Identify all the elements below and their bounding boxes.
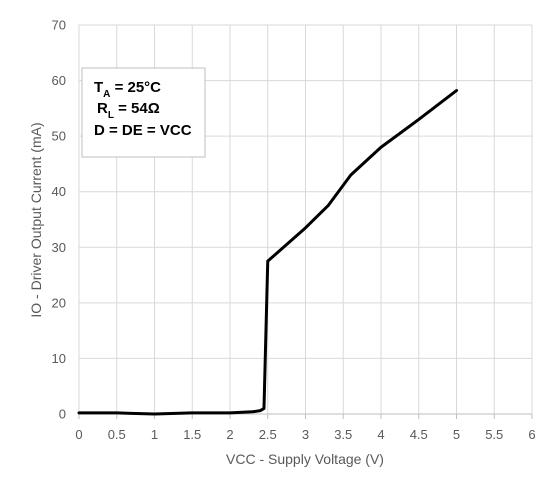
x-tick-label: 1.5 (183, 427, 201, 442)
data-point (259, 410, 261, 412)
data-point (191, 412, 193, 414)
data-point (380, 146, 382, 148)
data-point (116, 412, 118, 414)
annotation-box: TA = 25°C RL = 54Ω D = DE = VCC (81, 67, 206, 158)
annotation-frame (81, 67, 206, 158)
x-axis-title: VCC - Supply Voltage (V) (226, 451, 384, 467)
data-point (327, 205, 329, 207)
annotation-temperature: TA = 25°C (94, 79, 161, 100)
y-tick-label: 60 (52, 73, 66, 88)
x-tick-label: 4 (377, 427, 384, 442)
y-tick-label: 70 (52, 18, 66, 33)
x-tick-label: 5 (453, 427, 460, 442)
data-point (229, 412, 231, 414)
data-point (78, 412, 80, 414)
annotation-load-resistance: RL = 54Ω (97, 100, 160, 121)
x-tick-label: 6 (528, 427, 535, 442)
x-tick-label: 1 (151, 427, 158, 442)
x-tick-label: 5.5 (485, 427, 503, 442)
data-point (263, 407, 265, 409)
data-point (154, 413, 155, 415)
y-tick-label: 0 (59, 407, 66, 422)
data-point (305, 227, 306, 229)
data-point (267, 260, 269, 262)
x-tick-label: 3 (302, 427, 309, 442)
y-tick-label: 40 (52, 184, 66, 199)
y-axis-title: IO - Driver Output Current (mA) (28, 122, 44, 317)
data-point (252, 411, 254, 413)
y-tick-label: 50 (52, 129, 66, 144)
y-tick-label: 30 (52, 240, 66, 255)
series-layer (77, 89, 458, 416)
x-tick-label: 3.5 (334, 427, 352, 442)
x-tick-label: 0.5 (108, 427, 126, 442)
x-tick-label: 0 (75, 427, 82, 442)
y-tick-label: 20 (52, 295, 66, 310)
x-tick-label: 2 (226, 427, 233, 442)
data-point (350, 174, 352, 176)
data-point (418, 118, 420, 120)
data-point (456, 90, 457, 92)
annotation-inputs: D = DE = VCC (94, 122, 192, 139)
y-tick-label: 10 (52, 351, 66, 366)
x-tick-label: 2.5 (259, 427, 277, 442)
x-tick-label: 4.5 (410, 427, 428, 442)
